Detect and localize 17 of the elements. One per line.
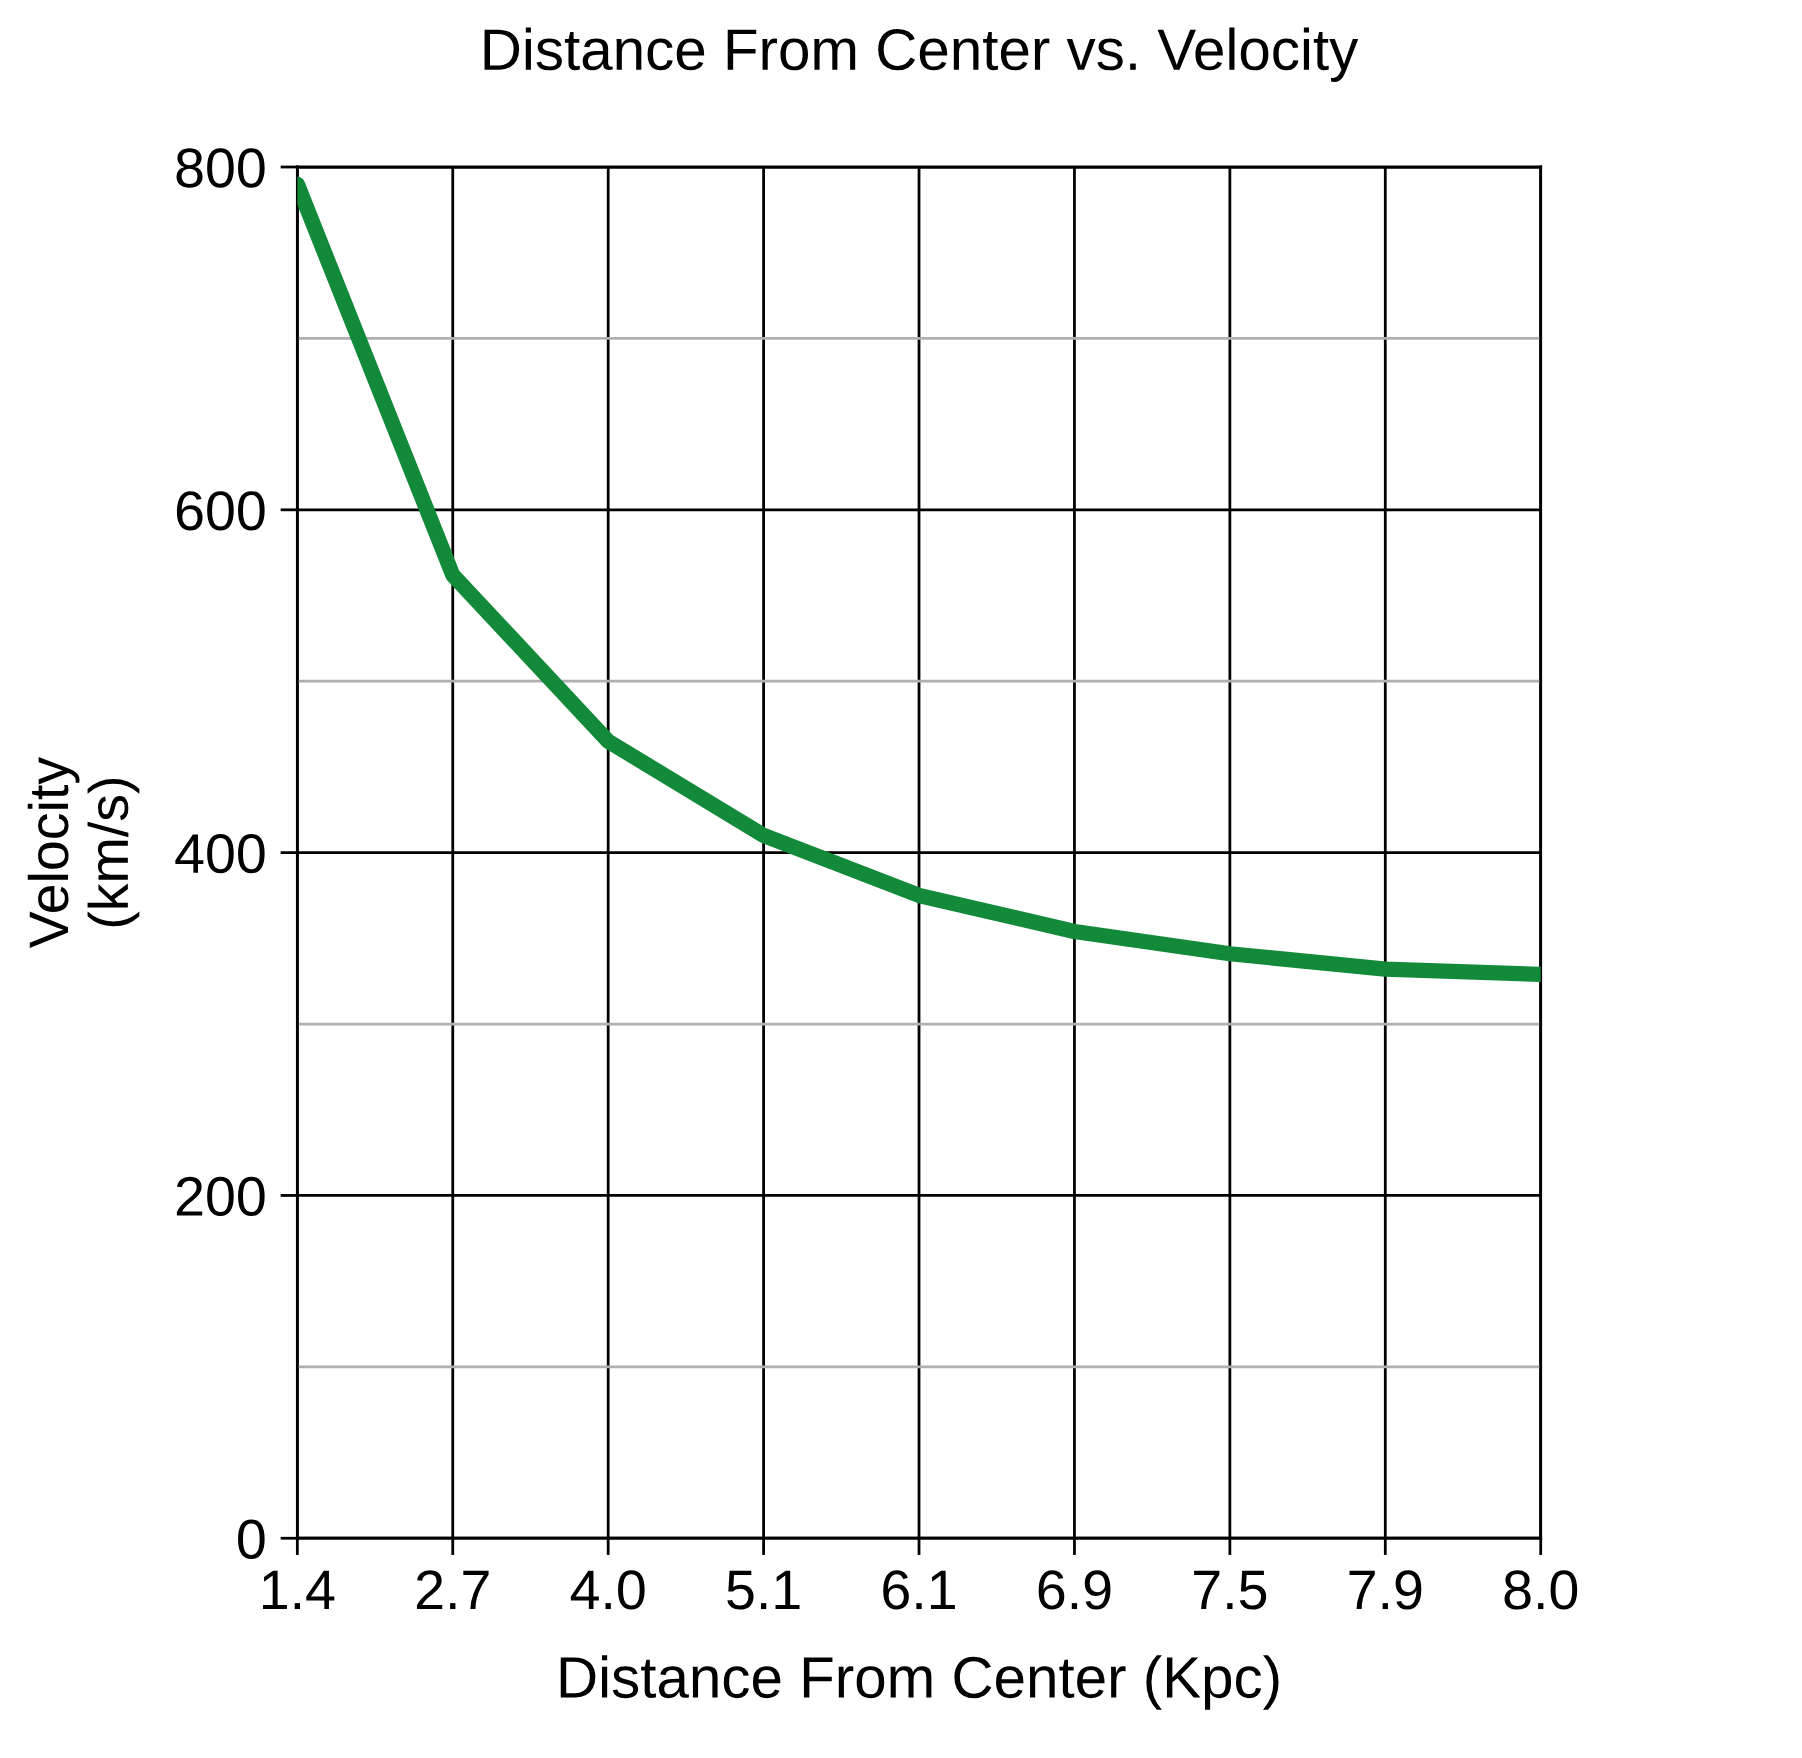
x-tick-label: 4.0 (570, 1570, 645, 1610)
x-tick-label: 2.7 (416, 1570, 489, 1610)
x-tick-label: 7.9 (1349, 1570, 1422, 1610)
x-tick-label: 1.4 (262, 1570, 335, 1610)
y-axis-title: Velocity (km/s) (27, 757, 140, 949)
y-tick-label: 0 (238, 1519, 265, 1559)
x-tick-label: 7.5 (1194, 1570, 1267, 1610)
x-axis-title: Distance From Center (Kpc) (560, 1655, 1279, 1710)
x-tick-label: 5.1 (727, 1570, 800, 1610)
y-tick-label: 600 (176, 491, 265, 531)
x-tick-label: 6.1 (883, 1570, 955, 1610)
y-tick-label: 400 (175, 833, 265, 874)
y-tick-label: 800 (176, 148, 265, 188)
x-tick-label: 6.9 (1038, 1570, 1111, 1610)
y-tick-label: 200 (176, 1176, 265, 1217)
x-tick-label: 8.0 (1504, 1570, 1578, 1610)
chart-title: Distance From Center vs. Velocity (484, 27, 1359, 82)
